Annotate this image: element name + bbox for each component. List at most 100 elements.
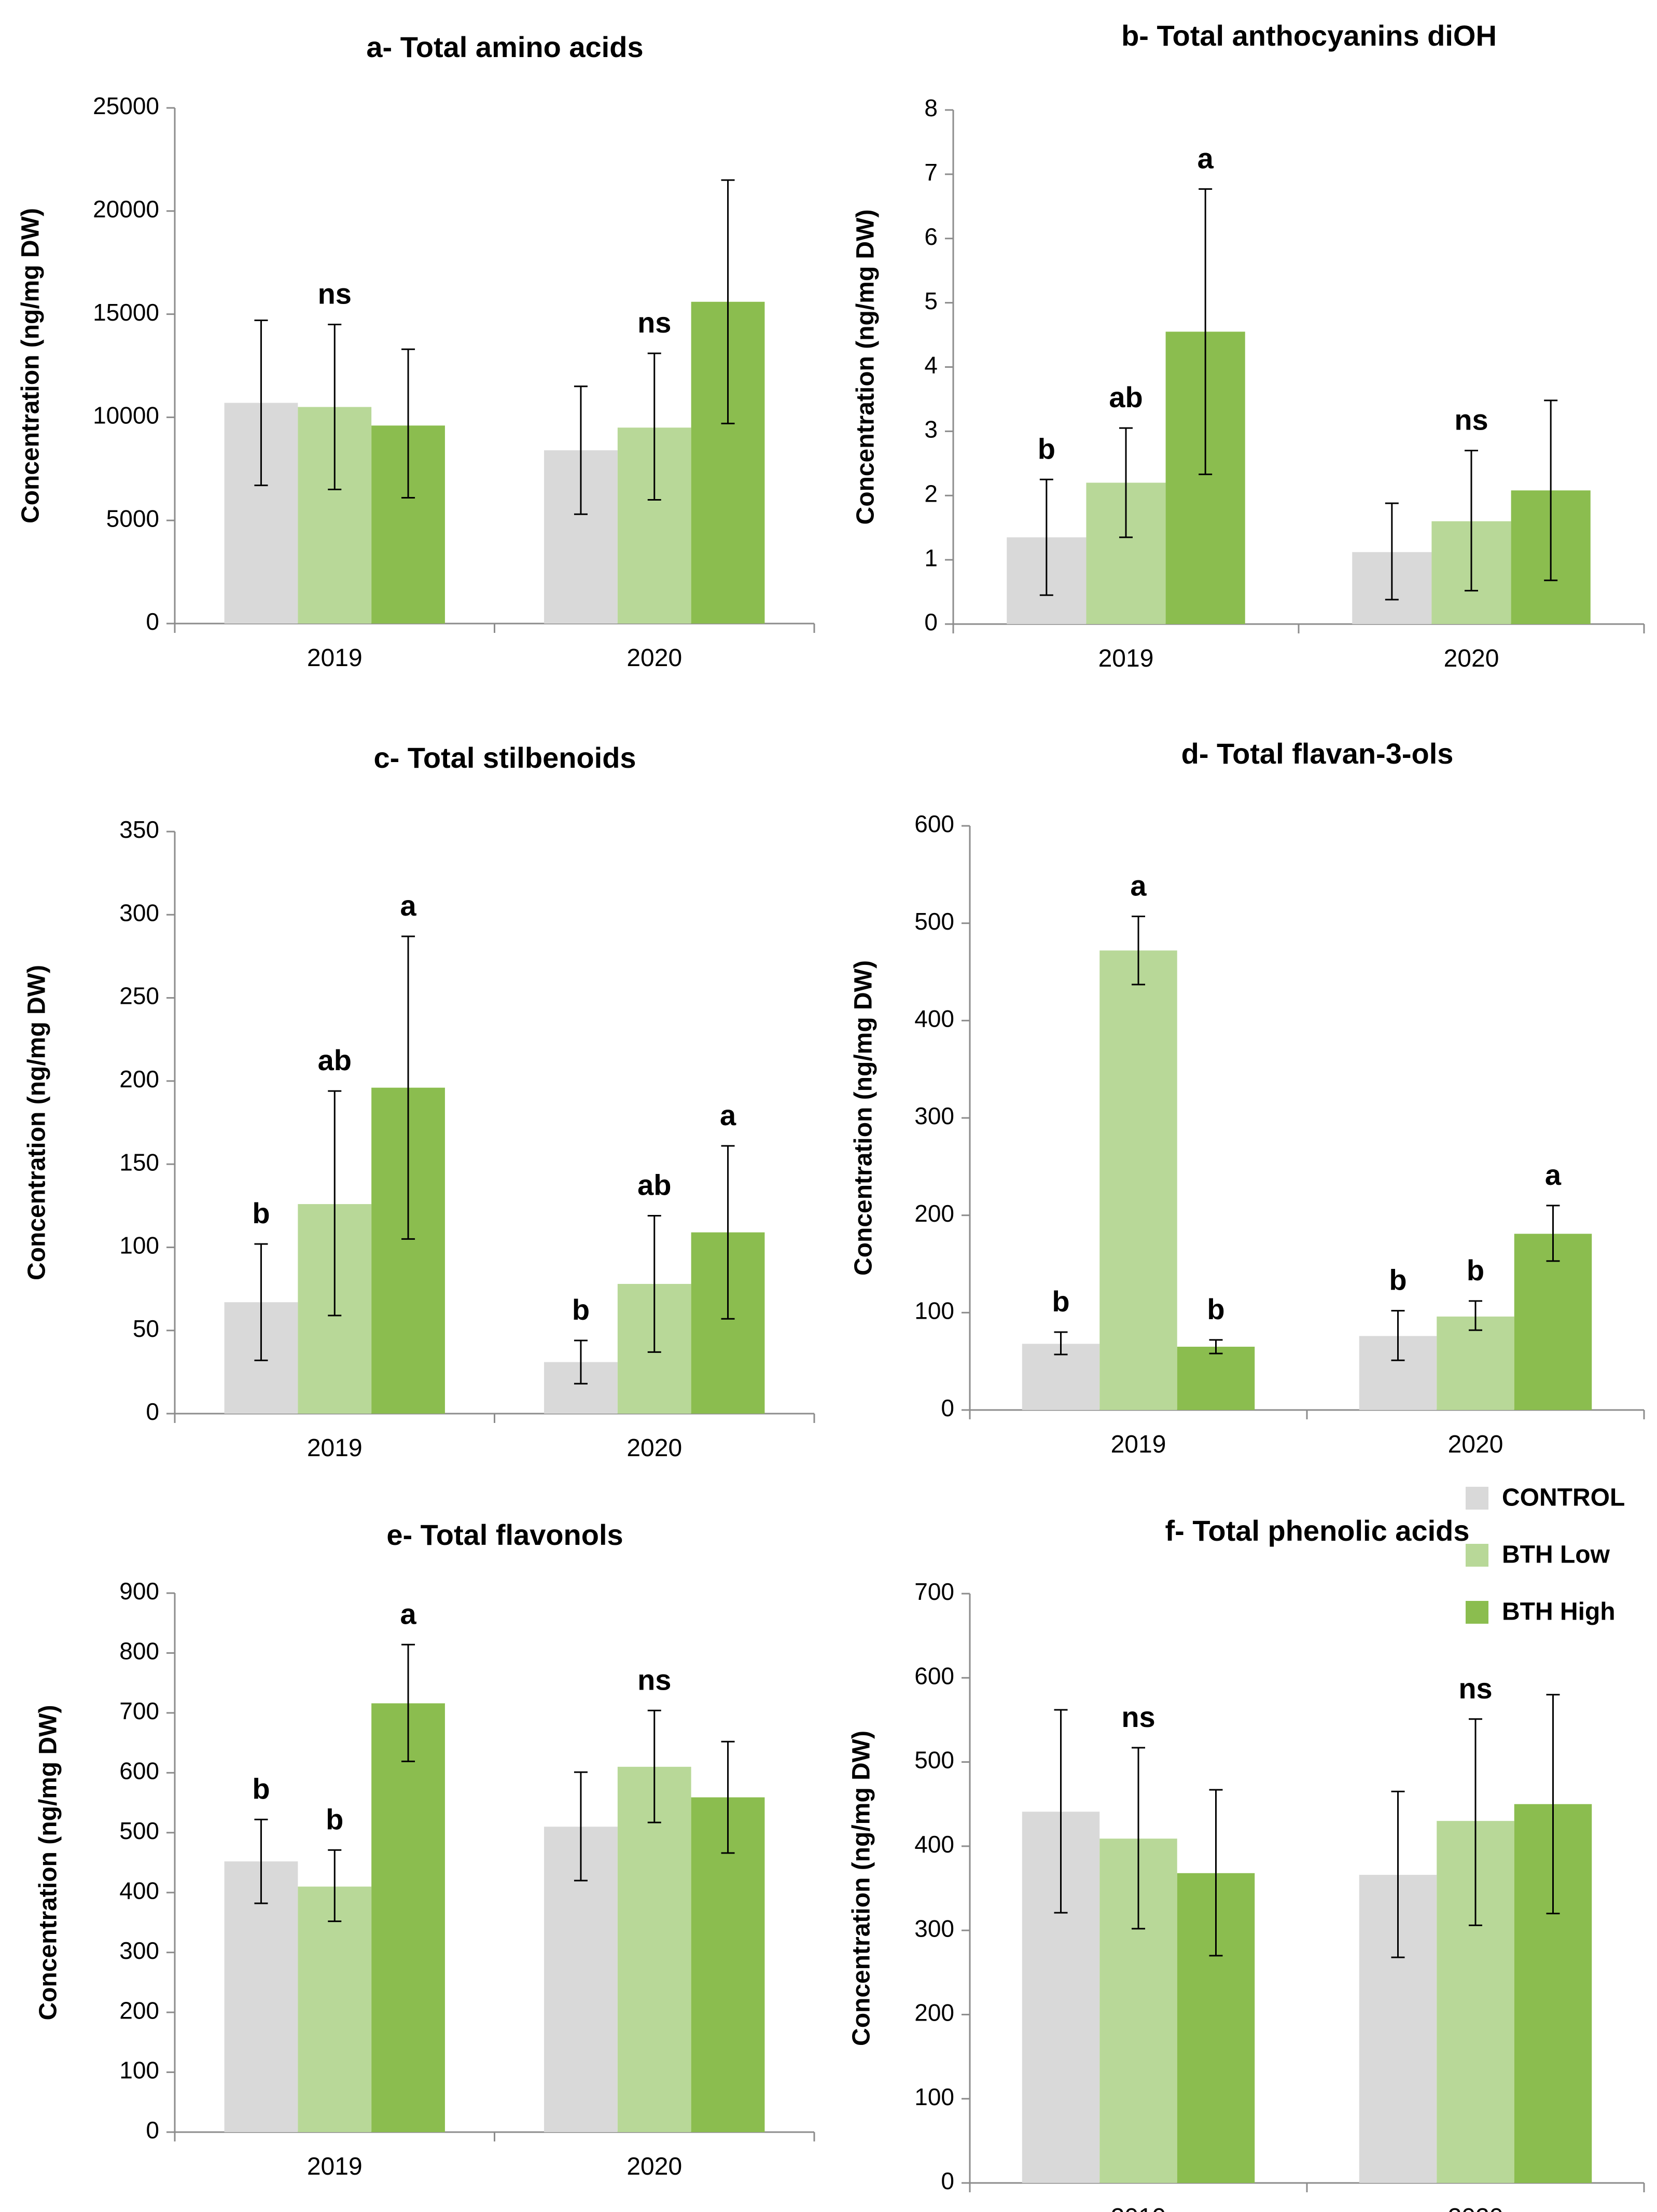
legend-swatch: [1466, 1487, 1488, 1510]
chart-title: e- Total flavonols: [386, 1518, 623, 1551]
y-tick-label: 7: [924, 159, 938, 186]
significance-label: b: [252, 1772, 270, 1805]
significance-label: b: [1038, 432, 1055, 465]
y-tick-label: 0: [941, 2167, 954, 2194]
y-tick-label: 25000: [93, 92, 159, 119]
y-tick-label: 50: [133, 1315, 159, 1342]
y-tick-label: 0: [146, 608, 159, 635]
significance-label: ab: [1109, 381, 1143, 413]
significance-label: ns: [1121, 1701, 1155, 1733]
x-category-label: 2019: [1111, 2204, 1166, 2212]
chart-title: c- Total stilbenoids: [373, 741, 636, 774]
y-tick-label: 6: [924, 223, 938, 250]
y-tick-label: 1: [924, 544, 938, 571]
y-axis-label: Concentration (ng/mg DW): [848, 1731, 875, 2046]
chart-panel-3: c- Total stilbenoids Concentration (ng/mg…: [23, 741, 815, 1462]
y-tick-label: 200: [119, 1066, 159, 1093]
significance-label: a: [1130, 869, 1147, 902]
x-category-label: 2019: [1111, 1431, 1166, 1458]
significance-label: ns: [1458, 1672, 1492, 1705]
legend-label: BTH High: [1502, 1598, 1616, 1626]
y-tick-label: 700: [119, 1697, 159, 1724]
legend-label: BTH Low: [1502, 1541, 1610, 1569]
y-tick-label: 300: [914, 1102, 954, 1129]
y-tick-label: 500: [119, 1817, 159, 1844]
y-axis-label: Concentration (ng/mg DW): [852, 210, 880, 525]
chart-panel-2: b- Total anthocyanins diOH Concentration …: [852, 19, 1645, 672]
significance-label: b: [572, 1293, 590, 1326]
x-category-label: 2020: [1448, 1431, 1503, 1458]
y-tick-label: 700: [914, 1578, 954, 1605]
significance-label: b: [326, 1803, 343, 1835]
significance-label: ns: [318, 277, 352, 310]
y-tick-label: 2: [924, 480, 938, 507]
significance-label: ns: [1454, 404, 1488, 436]
chart-title: d- Total flavan-3-ols: [1181, 737, 1454, 770]
chart-title: f- Total phenolic acids: [1165, 1514, 1469, 1547]
y-tick-label: 600: [914, 810, 954, 837]
y-tick-label: 4: [924, 352, 938, 379]
significance-label: b: [252, 1197, 270, 1229]
y-tick-label: 8: [924, 94, 938, 121]
significance-label: b: [1207, 1293, 1224, 1325]
bar-bth-high-2019: [1177, 1347, 1255, 1410]
y-tick-label: 20000: [93, 196, 159, 223]
y-tick-label: 0: [924, 609, 938, 635]
y-tick-label: 300: [119, 899, 159, 926]
x-category-label: 2019: [307, 1434, 363, 1462]
y-tick-label: 100: [914, 2083, 954, 2110]
y-tick-label: 600: [119, 1757, 159, 1784]
chart-panel-1: a- Total amino acids Concentration (ng/mg…: [17, 31, 815, 672]
x-category-label: 2019: [1098, 645, 1154, 672]
y-tick-label: 350: [119, 816, 159, 843]
x-category-label: 2020: [1448, 2204, 1503, 2212]
legend-label: CONTROL: [1502, 1484, 1625, 1512]
significance-label: b: [1389, 1264, 1407, 1296]
y-tick-label: 600: [914, 1662, 954, 1689]
significance-label: b: [1052, 1285, 1069, 1318]
significance-label: ns: [637, 306, 671, 339]
bar-bth-high-2019: [371, 1703, 445, 2132]
y-tick-label: 800: [119, 1638, 159, 1665]
y-tick-label: 400: [914, 1831, 954, 1858]
y-tick-label: 500: [914, 908, 954, 935]
significance-label: a: [1545, 1158, 1562, 1191]
x-category-label: 2019: [307, 2153, 363, 2180]
x-category-label: 2019: [307, 644, 363, 672]
y-tick-label: 200: [119, 1997, 159, 2024]
significance-label: ns: [637, 1663, 671, 1696]
significance-label: a: [400, 1597, 416, 1630]
significance-label: b: [1467, 1254, 1484, 1287]
x-category-label: 2020: [626, 2153, 682, 2180]
significance-label: ab: [318, 1044, 352, 1076]
y-tick-label: 500: [914, 1747, 954, 1774]
y-tick-label: 15000: [93, 299, 159, 326]
significance-label: a: [1198, 142, 1214, 174]
y-tick-label: 400: [119, 1877, 159, 1904]
significance-label: ab: [637, 1169, 671, 1201]
chart-panel-5: e- Total flavonols Concentration (ng/mg D…: [35, 1518, 815, 2180]
y-axis-label: Concentration (ng/mg DW): [23, 965, 51, 1280]
significance-label: a: [720, 1099, 736, 1131]
chart-title: b- Total anthocyanins diOH: [1121, 19, 1497, 52]
y-tick-label: 10000: [93, 402, 159, 429]
y-tick-label: 150: [119, 1149, 159, 1176]
bar-bth-low-2019: [298, 1886, 372, 2132]
bar-bth-low-2019: [1099, 950, 1177, 1410]
bar-bth-low-2020: [1437, 1316, 1514, 1410]
y-tick-label: 300: [119, 1937, 159, 1964]
y-axis-label: Concentration (ng/mg DW): [35, 1705, 62, 2021]
y-axis-label: Concentration (ng/mg DW): [850, 960, 878, 1276]
chart-panel-4: d- Total flavan-3-ols Concentration (ng/m…: [850, 737, 1645, 1458]
y-tick-label: 0: [146, 2117, 159, 2144]
y-tick-label: 100: [119, 2057, 159, 2084]
y-tick-label: 100: [119, 1232, 159, 1259]
y-tick-label: 5000: [106, 505, 159, 532]
x-category-label: 2020: [626, 1434, 682, 1462]
y-axis-label: Concentration (ng/mg DW): [17, 208, 45, 523]
y-tick-label: 300: [914, 1915, 954, 1942]
significance-label: a: [400, 889, 416, 922]
y-tick-label: 3: [924, 416, 938, 443]
y-tick-label: 400: [914, 1005, 954, 1032]
